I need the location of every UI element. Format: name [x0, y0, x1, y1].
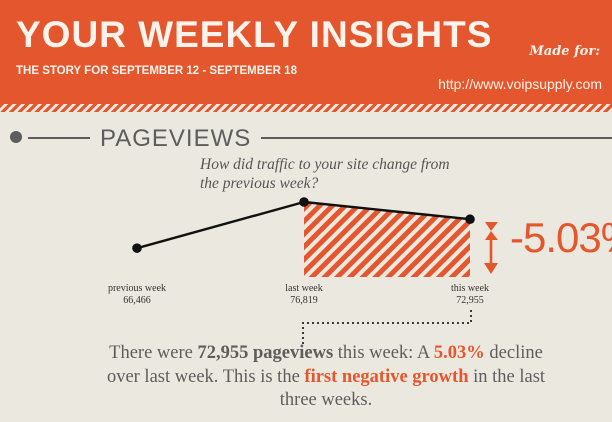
summary-part: in the last three weeks.	[279, 366, 546, 411]
decline-area	[304, 202, 470, 277]
data-point	[465, 214, 475, 225]
data-point	[299, 197, 309, 207]
stripe-divider	[0, 104, 612, 112]
summary-change-pct: 5.03%	[433, 343, 485, 363]
summary-part: decline over last week. This is the	[106, 343, 543, 387]
summary-text: There were 72,955 pageviews this week: A…	[96, 342, 556, 413]
callout-connector	[302, 308, 472, 344]
header-banner: YOUR WEEKLY INSIGHTS THE STORY FOR SEPTE…	[0, 0, 612, 104]
page-title: YOUR WEEKLY INSIGHTS	[16, 14, 493, 55]
summary-highlight: first negative growth	[304, 366, 469, 387]
down-arrow-icon	[485, 222, 498, 240]
summary-part: There were	[109, 343, 198, 363]
summary-pageviews-word: pageviews	[253, 343, 334, 363]
down-arrow-icon	[484, 263, 498, 274]
section-heading: PAGEVIEWS	[90, 125, 262, 153]
data-point	[132, 243, 142, 253]
site-url-link[interactable]: http://www.voipsupply.com	[438, 76, 602, 92]
point-label: previous week 66,466	[92, 283, 182, 306]
value-label: 72,955	[456, 294, 484, 306]
summary-part: this week: A	[333, 343, 434, 363]
section-rule	[28, 137, 612, 139]
value-label: 76,819	[290, 294, 318, 306]
category-label: this week	[450, 283, 490, 294]
page-subtitle: THE STORY FOR SEPTEMBER 12 - SEPTEMBER 1…	[16, 65, 297, 77]
change-percent-label: -5.03%	[510, 214, 612, 261]
section-question: How did traffic to your site change from…	[200, 156, 450, 192]
category-label: last week	[285, 283, 323, 294]
section-bullet-icon	[10, 131, 22, 143]
summary-pageviews-value: 72,955	[197, 343, 249, 363]
made-for-label: Made for:	[529, 44, 600, 59]
series-line-segment	[136, 200, 305, 250]
series-line-segment	[303, 200, 471, 221]
category-label: previous week	[107, 283, 167, 294]
point-label: this week 72,955	[425, 283, 515, 306]
point-label: last week 76,819	[259, 283, 349, 306]
value-label: 66,466	[123, 294, 151, 306]
